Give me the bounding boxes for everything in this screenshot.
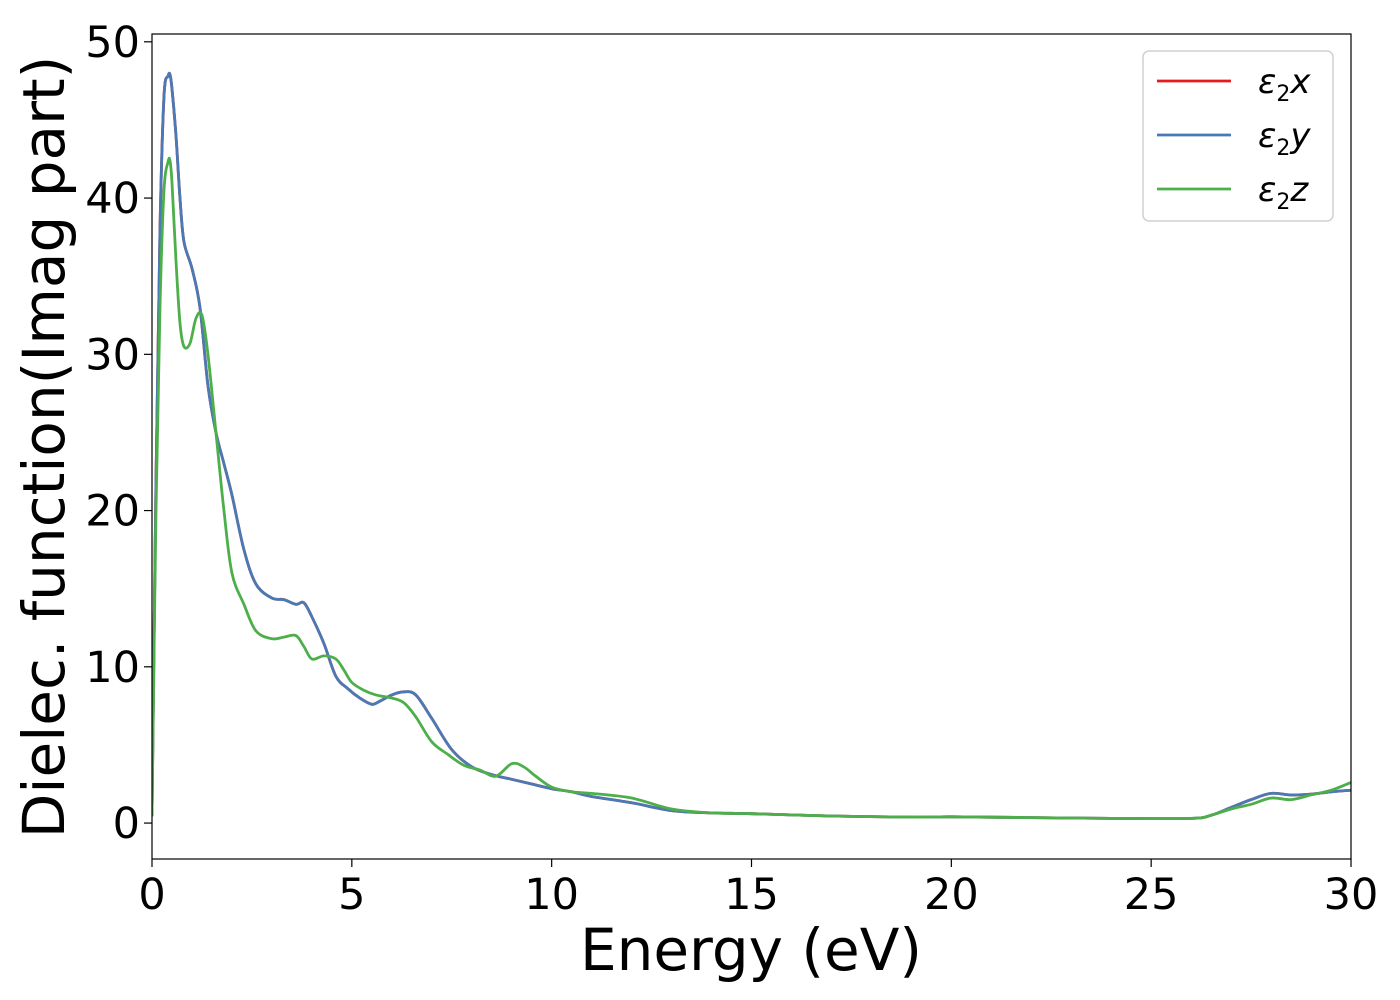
x-tick-label: 5 [338,870,365,920]
y-tick-label: 20 [85,487,140,537]
x-tick-label: 20 [924,870,979,920]
legend-label-x: ε2x [1258,62,1311,107]
y-axis-ticks: 0 10 20 30 40 50 [85,18,152,849]
legend-component: z [1289,170,1309,210]
x-tick-label: 10 [524,870,579,920]
legend-subscript: 2 [1276,82,1290,107]
legend-label-z: ε2z [1258,170,1309,215]
y-axis-label: Dielec. function(Imag part) [10,56,78,839]
legend-subscript: 2 [1276,136,1290,161]
y-tick-label: 10 [85,643,140,693]
x-tick-label: 25 [1124,870,1179,920]
x-tick-label: 15 [724,870,779,920]
legend-label-y: ε2y [1258,116,1311,161]
y-tick-label: 40 [85,174,140,224]
x-axis-ticks: 0 5 10 15 20 25 30 [138,859,1378,920]
legend-frame [1142,50,1334,222]
y-tick-label: 50 [85,18,140,68]
y-tick-label: 30 [85,330,140,380]
x-axis-label: Energy (eV) [580,916,922,984]
x-tick-label: 30 [1324,870,1379,920]
x-tick-label: 0 [138,870,165,920]
series-line-z [152,156,1351,821]
y-tick-label: 0 [113,799,140,849]
legend-symbol: ε [1258,62,1276,102]
legend-symbol: ε [1258,116,1276,156]
legend-symbol: ε [1258,170,1276,210]
legend-component: y [1289,116,1311,156]
legend-subscript: 2 [1276,190,1290,215]
series-layer [152,71,1351,821]
legend-component: x [1289,62,1311,102]
